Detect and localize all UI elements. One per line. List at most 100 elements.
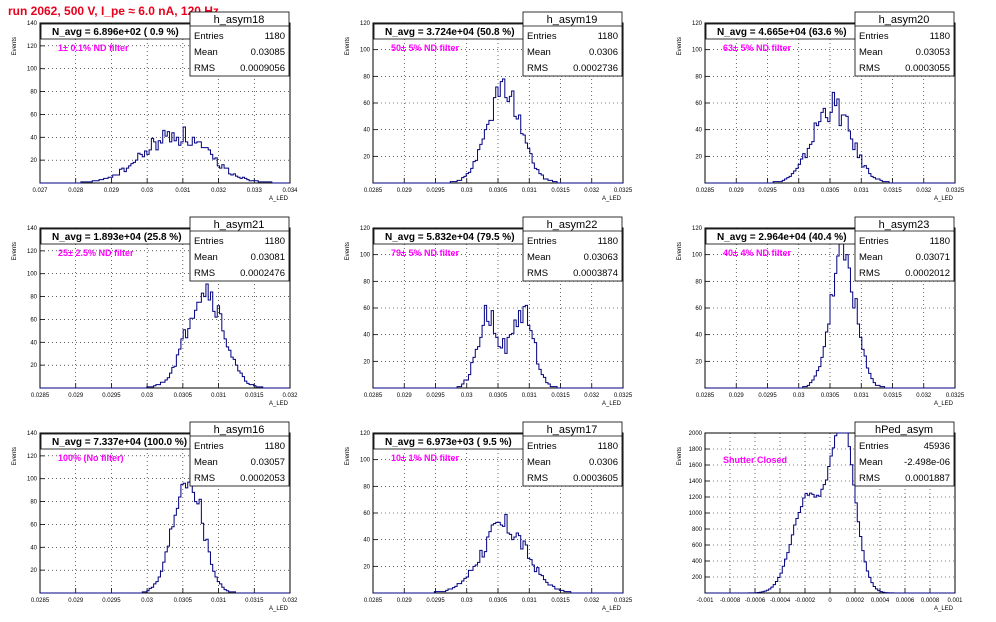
x-tick-label: 0.0285 bbox=[31, 598, 50, 604]
x-tick-label: 0.032 bbox=[916, 393, 932, 399]
y-tick-label: 120 bbox=[27, 249, 38, 255]
stat-value-mean: -2.498e-06 bbox=[904, 457, 950, 468]
y-axis-label: Events bbox=[677, 447, 683, 465]
x-tick-label: 0.0295 bbox=[102, 393, 121, 399]
y-tick-label: 120 bbox=[27, 454, 38, 460]
histogram-name: h_asym23 bbox=[879, 219, 930, 231]
stat-value-rms: 0.0002012 bbox=[905, 268, 950, 279]
stat-label-rms: RMS bbox=[194, 473, 215, 484]
stat-label-entries: Entries bbox=[527, 31, 557, 42]
histogram-name: hPed_asym bbox=[875, 424, 933, 436]
y-tick-label: 80 bbox=[363, 279, 370, 285]
x-tick-label: 0 bbox=[828, 598, 832, 604]
y-tick-label: 20 bbox=[363, 359, 370, 365]
y-tick-label: 20 bbox=[30, 568, 37, 574]
x-tick-label: 0.0008 bbox=[921, 598, 940, 604]
x-tick-label: 0.001 bbox=[947, 598, 963, 604]
x-tick-label: 0.029 bbox=[397, 598, 413, 604]
y-tick-label: 600 bbox=[692, 543, 703, 549]
x-tick-label: -0.0004 bbox=[770, 598, 791, 604]
stat-label-entries: Entries bbox=[194, 236, 224, 247]
x-tick-label: 0.028 bbox=[68, 188, 84, 194]
x-tick-label: 0.031 bbox=[175, 188, 191, 194]
x-tick-label: 0.0315 bbox=[883, 393, 902, 399]
stat-label-rms: RMS bbox=[859, 473, 880, 484]
histogram-line bbox=[373, 513, 623, 594]
x-tick-label: 0.0305 bbox=[489, 393, 508, 399]
stat-label-entries: Entries bbox=[859, 441, 889, 452]
stats-box bbox=[189, 216, 290, 282]
stat-value-rms: 0.0009056 bbox=[240, 63, 285, 74]
y-tick-label: 1200 bbox=[689, 495, 703, 501]
y-tick-label: 40 bbox=[695, 333, 702, 339]
x-tick-label: 0.029 bbox=[104, 188, 120, 194]
stat-label-mean: Mean bbox=[527, 457, 551, 468]
stat-label-entries: Entries bbox=[527, 236, 557, 247]
stat-value-rms: 0.0002736 bbox=[573, 63, 618, 74]
y-tick-label: 20 bbox=[30, 363, 37, 369]
y-tick-label: 80 bbox=[363, 484, 370, 490]
navg-label: N_avg = 2.964e+04 (40.4 %) bbox=[717, 232, 847, 243]
y-tick-label: 100 bbox=[360, 458, 371, 464]
filter-label: 25± 2.5% ND filter bbox=[58, 248, 134, 258]
stat-value-mean: 0.03071 bbox=[916, 252, 950, 263]
histogram-panel-h_asym19: 0.0285 0.029 0.0295 0.03 0.0305 0.031 0.0315 0.… bbox=[345, 11, 633, 202]
x-tick-label: 0.032 bbox=[282, 393, 298, 399]
y-tick-label: 1800 bbox=[689, 447, 703, 453]
stats-box bbox=[189, 421, 290, 487]
y-axis-label: Events bbox=[677, 37, 683, 55]
y-tick-label: 100 bbox=[27, 477, 38, 483]
histogram-line bbox=[705, 238, 955, 389]
y-tick-label: 40 bbox=[30, 545, 37, 551]
x-axis-label: A_LED bbox=[269, 606, 289, 612]
navg-label: N_avg = 6.973e+03 ( 9.5 %) bbox=[385, 437, 512, 448]
histogram-panel-h_asym21: 0.0285 0.029 0.0295 0.03 0.0305 0.031 0.0315 0.… bbox=[12, 216, 298, 407]
filter-label: 79± 5% ND filter bbox=[391, 248, 459, 258]
histogram-name: h_asym21 bbox=[214, 219, 265, 231]
x-tick-label: 0.032 bbox=[584, 393, 600, 399]
stat-label-entries: Entries bbox=[859, 236, 889, 247]
filter-label: 63± 5% ND filter bbox=[723, 43, 791, 53]
x-tick-label: 0.032 bbox=[916, 188, 932, 194]
y-tick-label: 60 bbox=[30, 317, 37, 323]
stat-label-mean: Mean bbox=[194, 457, 218, 468]
histogram-line bbox=[40, 283, 290, 389]
x-tick-label: 0.0295 bbox=[426, 393, 445, 399]
y-axis-label: Events bbox=[12, 447, 18, 465]
x-tick-label: 0.0285 bbox=[364, 188, 383, 194]
stat-label-entries: Entries bbox=[194, 441, 224, 452]
x-tick-label: 0.0315 bbox=[883, 188, 902, 194]
stat-label-entries: Entries bbox=[859, 31, 889, 42]
x-axis-label: A_LED bbox=[934, 401, 954, 407]
y-tick-label: 200 bbox=[692, 575, 703, 581]
histogram-name: h_asym20 bbox=[879, 14, 930, 26]
stat-label-rms: RMS bbox=[859, 268, 880, 279]
y-tick-label: 40 bbox=[363, 538, 370, 544]
stat-value-entries: 1180 bbox=[265, 236, 285, 247]
stat-label-rms: RMS bbox=[527, 63, 548, 74]
stat-value-mean: 0.03081 bbox=[251, 252, 285, 263]
x-tick-label: 0.0004 bbox=[871, 598, 890, 604]
stat-value-rms: 0.0001887 bbox=[905, 473, 950, 484]
y-tick-label: 60 bbox=[363, 101, 370, 107]
x-tick-label: 0.033 bbox=[247, 188, 263, 194]
filter-label: 50± 5% ND filter bbox=[391, 43, 459, 53]
x-tick-label: 0.032 bbox=[211, 188, 227, 194]
x-tick-label: 0.0325 bbox=[946, 393, 965, 399]
histogram-line bbox=[705, 91, 955, 184]
y-tick-label: 100 bbox=[360, 48, 371, 54]
x-tick-label: 0.0325 bbox=[614, 393, 633, 399]
stats-box bbox=[854, 421, 955, 487]
stats-box bbox=[522, 421, 623, 487]
navg-label: N_avg = 5.832e+04 (79.5 %) bbox=[385, 232, 515, 243]
y-tick-label: 140 bbox=[27, 21, 38, 27]
stat-label-rms: RMS bbox=[194, 63, 215, 74]
x-tick-label: 0.0305 bbox=[821, 393, 840, 399]
y-tick-label: 60 bbox=[30, 522, 37, 528]
x-tick-label: 0.0315 bbox=[551, 393, 570, 399]
y-tick-label: 120 bbox=[692, 226, 703, 232]
run-title: run 2062, 500 V, I_pe ≈ 6.0 nA, 120 Hz bbox=[8, 4, 219, 18]
stat-value-entries: 1180 bbox=[265, 441, 285, 452]
stats-box bbox=[189, 11, 290, 77]
stat-value-rms: 0.0003874 bbox=[573, 268, 618, 279]
